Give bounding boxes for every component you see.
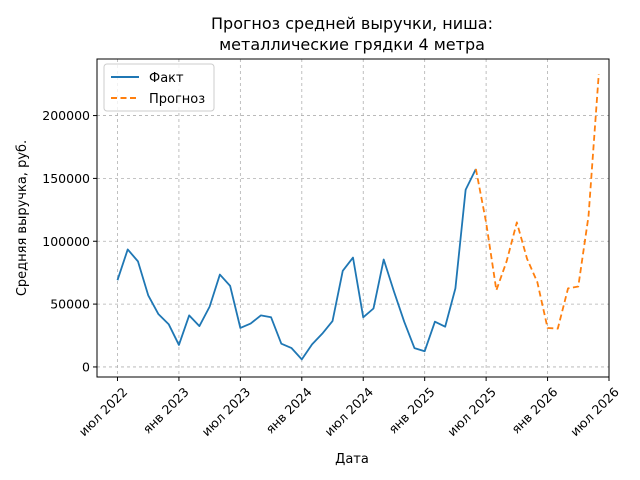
y-tick-label: 0	[82, 359, 90, 374]
series-line-forecast	[474, 74, 600, 330]
chart-title-line-2: металлические грядки 4 метра	[219, 35, 485, 54]
chart-title-line-1: Прогноз средней выручки, ниша:	[211, 14, 493, 33]
series-layer	[116, 74, 600, 361]
x-axis-label: Дата	[335, 452, 369, 467]
y-tick-label: 150000	[42, 171, 90, 186]
legend: Факт Прогноз	[103, 63, 215, 112]
legend-box	[103, 63, 215, 112]
y-tick-label: 100000	[42, 234, 90, 249]
series-line-fact	[116, 168, 477, 361]
y-tick-label: 200000	[42, 108, 90, 123]
y-axis-label: Средняя выручка, руб.	[15, 140, 30, 296]
y-tick-label: 50000	[50, 297, 90, 312]
plot-area-frame	[96, 58, 610, 378]
legend-label-fact: Факт	[149, 71, 184, 86]
legend-label-forecast: Прогноз	[149, 92, 205, 107]
